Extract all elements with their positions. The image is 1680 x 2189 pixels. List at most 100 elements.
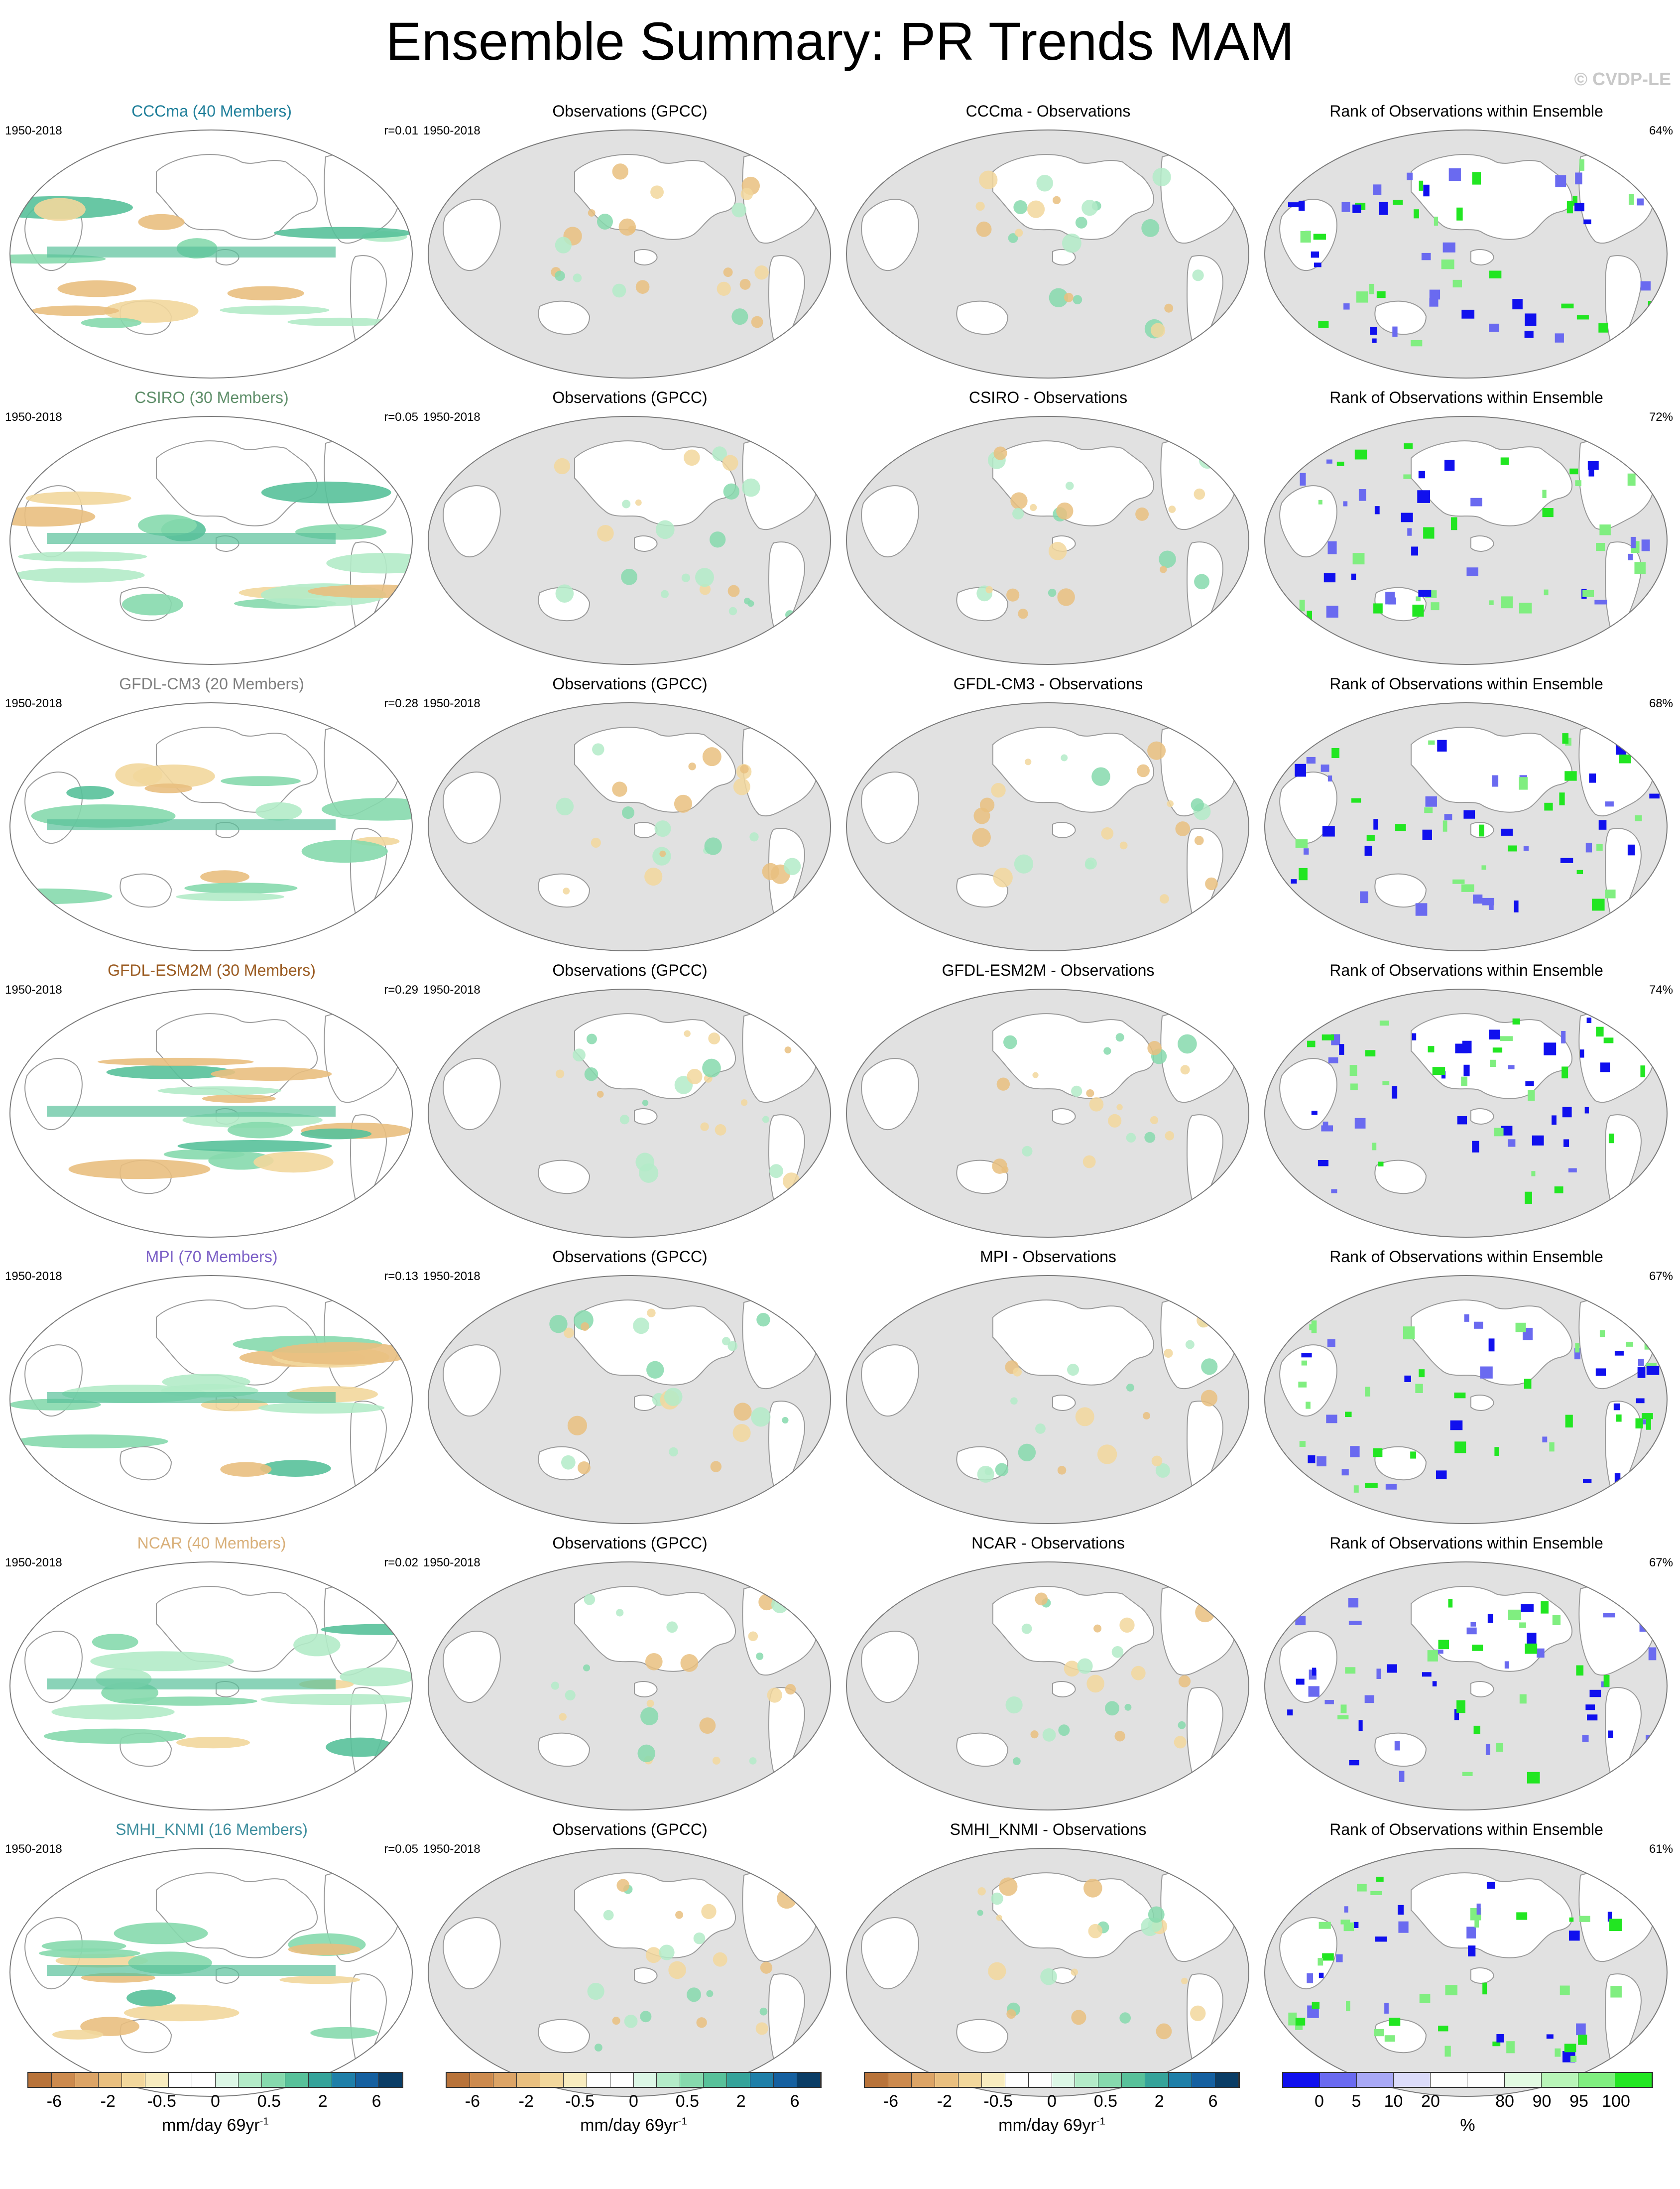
model-panel: CCCma (40 Members) 1950-2018 r=0.01 [5, 102, 418, 384]
obs-panel-title: Observations (GPCC) [552, 388, 708, 406]
land-outline [992, 1872, 1154, 1958]
land-outline [443, 485, 501, 557]
land-outline [1186, 1687, 1223, 1790]
model-panel-title: MPI (70 Members) [145, 1248, 278, 1266]
rank-panel: Rank of Observations within Ensemble 68% [1260, 675, 1673, 956]
model-panel-title: SMHI_KNMI (16 Members) [116, 1820, 308, 1838]
colorbar-tick-label: -6 [465, 2092, 480, 2111]
land-outline [768, 255, 805, 358]
rank-percent-label: 61% [1649, 1842, 1673, 1856]
rank-percent-label: 68% [1649, 697, 1673, 710]
obs-map [428, 1561, 831, 1810]
rank-map [1264, 416, 1668, 665]
pattern-correlation-label: r=0.05 [384, 410, 418, 424]
rank-panel-title: Rank of Observations within Ensemble [1329, 1534, 1603, 1552]
land-outline [634, 249, 658, 265]
land-outline [1411, 1872, 1572, 1958]
land-outline [992, 1013, 1154, 1099]
colorbar-tick-label: 10 [1384, 2092, 1403, 2111]
land-outline [1052, 1395, 1076, 1411]
rank-map [1264, 702, 1668, 951]
diff-panel-title: CCCma - Observations [965, 102, 1131, 120]
colorbar-unit: mm/day 69yr-1 [580, 2116, 687, 2135]
colorbar-tick-label: 6 [1208, 2092, 1218, 2111]
rank-panel-title: Rank of Observations within Ensemble [1329, 388, 1603, 406]
model-panel: MPI (70 Members) 1950-2018 r=0.13 [5, 1248, 418, 1529]
diff-panel: CCCma - Observations [841, 102, 1255, 384]
diff-panel: GFDL-CM3 - Observations [841, 675, 1255, 956]
rank-map [1264, 989, 1668, 1238]
land-outline [443, 1631, 501, 1703]
land-outline [768, 1973, 805, 2076]
land-outline [1279, 1917, 1337, 1989]
diff-map [846, 1561, 1249, 1810]
land-outline [120, 873, 172, 908]
land-outline [1374, 1159, 1427, 1194]
rank-panel-title: Rank of Observations within Ensemble [1329, 675, 1603, 693]
land-outline [1279, 485, 1337, 557]
obs-panel-title: Observations (GPCC) [552, 1248, 708, 1266]
pattern-correlation-label: r=0.13 [384, 1270, 418, 1283]
land-outline [861, 485, 919, 557]
rank-panel: Rank of Observations within Ensemble 74% [1260, 961, 1673, 1243]
land-outline [1604, 828, 1642, 930]
colorbar-tick-label: -2 [937, 2092, 952, 2111]
land-outline [861, 1917, 919, 1989]
model-panel: CSIRO (30 Members) 1950-2018 r=0.05 [5, 388, 418, 670]
obs-map [428, 702, 831, 951]
colorbar-tick-label: 6 [790, 2092, 800, 2111]
land-outline [1470, 249, 1494, 265]
obs-panel: Observations (GPCC) 1950-2018 [423, 1534, 837, 1815]
colorbar-tick-label: -6 [883, 2092, 899, 2111]
model-panel: NCAR (40 Members) 1950-2018 r=0.02 [5, 1534, 418, 1815]
land-outline [538, 1159, 591, 1194]
land-outline [861, 1631, 919, 1703]
land-outline [1374, 2019, 1427, 2054]
obs-panel-title: Observations (GPCC) [552, 1534, 708, 1552]
colorbar-tick-label: 2 [1154, 2092, 1164, 2111]
rank-panel: Rank of Observations within Ensemble 67% [1260, 1534, 1673, 1815]
rank-percent-label: 74% [1649, 983, 1673, 997]
diff-panel-title: SMHI_KNMI - Observations [950, 1820, 1147, 1838]
land-outline [1186, 541, 1223, 644]
colorbar-tick-label: -0.5 [983, 2092, 1013, 2111]
land-outline [1052, 1967, 1076, 1984]
land-outline [634, 822, 658, 838]
colorbar-tick-label: -6 [46, 2092, 62, 2111]
period-label: 1950-2018 [5, 1270, 62, 1283]
land-outline [1186, 1401, 1223, 1503]
land-outline [1470, 535, 1494, 552]
obs-map [428, 989, 831, 1238]
land-outline [1470, 1681, 1494, 1697]
land-outline [1374, 1732, 1427, 1767]
land-outline [1470, 1395, 1494, 1411]
colorbar-unit: mm/day 69yr-1 [998, 2116, 1105, 2135]
land-outline [992, 727, 1154, 813]
land-outline [443, 772, 501, 844]
diff-panel: SMHI_KNMI - Observations [841, 1820, 1255, 2102]
rank-panel-title: Rank of Observations within Ensemble [1329, 1248, 1603, 1266]
colorbar-tick-label: 2 [318, 2092, 328, 2111]
land-outline [1052, 249, 1076, 265]
model-map [9, 416, 413, 665]
land-outline [1186, 828, 1223, 930]
obs-panel: Observations (GPCC) 1950-2018 [423, 1820, 837, 2102]
rank-panel-title: Rank of Observations within Ensemble [1329, 961, 1603, 979]
rank-panel: Rank of Observations within Ensemble 67% [1260, 1248, 1673, 1529]
land-outline [120, 1446, 172, 1481]
land-outline [634, 1681, 658, 1697]
rank-panel-title: Rank of Observations within Ensemble [1329, 102, 1603, 120]
rank-panel: Rank of Observations within Ensemble 64% [1260, 102, 1673, 384]
land-outline [443, 1058, 501, 1130]
pattern-correlation-label: r=0.28 [384, 697, 418, 710]
diff-map [846, 416, 1249, 665]
colorbar-tick-label: 0.5 [257, 2092, 281, 2111]
obs-panel-title: Observations (GPCC) [552, 675, 708, 693]
copyright-label: © CVDP-LE [1574, 69, 1671, 89]
land-outline [861, 1058, 919, 1130]
colorbar-tick-label: -0.5 [565, 2092, 595, 2111]
rank-map [1264, 129, 1668, 379]
obs-panel: Observations (GPCC) 1950-2018 [423, 961, 837, 1243]
model-map [9, 1848, 413, 2097]
colorbar-tick-label: 2 [736, 2092, 746, 2111]
